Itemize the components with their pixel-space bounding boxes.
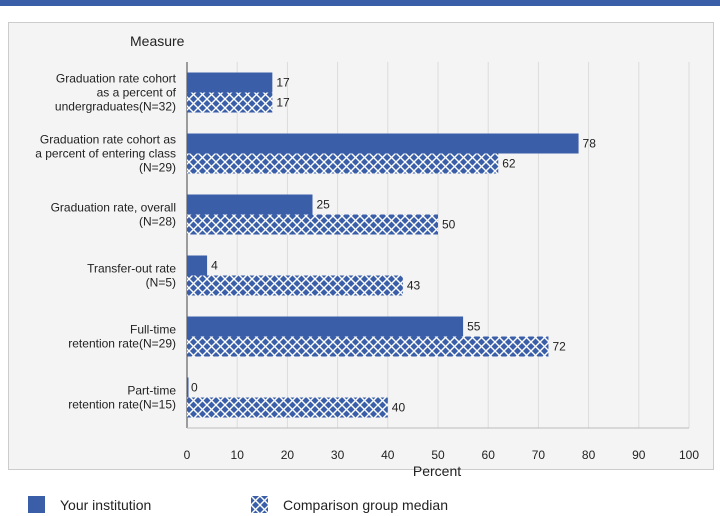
category-label: Transfer-out rate — [87, 262, 176, 276]
data-label: 43 — [407, 279, 421, 293]
data-label: 25 — [317, 198, 331, 212]
category-label: retention rate(N=15) — [68, 398, 176, 412]
x-axis-ticks: 0 10 20 30 40 50 60 70 80 90 100 — [184, 448, 700, 462]
top-accent-rule — [0, 0, 720, 6]
category-label: (N=5) — [146, 276, 176, 290]
category-label: undergraduates(N=32) — [55, 100, 176, 114]
bar — [187, 336, 549, 357]
data-label: 62 — [502, 157, 516, 171]
category-label: Part-time — [127, 384, 176, 398]
data-label: 17 — [276, 76, 290, 90]
bar — [187, 92, 273, 113]
category-label: (N=28) — [139, 215, 176, 229]
category-axis-title: Measure — [130, 33, 185, 49]
x-tick-label: 0 — [184, 448, 191, 462]
bars: 17 17 78 62 25 50 4 43 55 72 0 40 — [187, 72, 597, 418]
bar — [187, 72, 273, 93]
x-tick-label: 30 — [331, 448, 345, 462]
bar — [187, 275, 403, 296]
bar — [187, 397, 388, 418]
category-label: retention rate(N=29) — [68, 337, 176, 351]
bar — [187, 316, 464, 337]
category-label: Graduation rate, overall — [51, 201, 176, 215]
data-label: 0 — [191, 381, 198, 395]
legend-item-comparison-median: Comparison group median — [251, 496, 448, 513]
x-tick-label: 10 — [231, 448, 245, 462]
data-label: 72 — [552, 340, 566, 354]
data-label: 78 — [583, 137, 597, 151]
category-label: Full-time — [130, 323, 176, 337]
x-tick-label: 60 — [482, 448, 496, 462]
legend-label: Your institution — [60, 496, 152, 513]
bar — [187, 255, 208, 276]
category-label: as a percent of — [97, 86, 177, 100]
legend: Your institution Comparison group median — [0, 494, 720, 516]
data-label: 4 — [211, 259, 218, 273]
legend-swatch-solid — [28, 496, 45, 513]
category-label: Graduation rate cohort — [56, 72, 177, 86]
data-label: 17 — [276, 96, 290, 110]
legend-item-your-institution: Your institution — [28, 496, 151, 513]
x-axis-title: Percent — [413, 463, 461, 479]
bar — [187, 377, 189, 398]
data-label: 55 — [467, 320, 481, 334]
bar — [187, 194, 313, 215]
bar — [187, 133, 579, 154]
x-tick-label: 80 — [582, 448, 596, 462]
bar — [187, 153, 499, 174]
gridlines — [186, 62, 690, 429]
x-tick-label: 40 — [381, 448, 395, 462]
data-label: 40 — [392, 401, 406, 415]
data-label: 50 — [442, 218, 456, 232]
legend-label: Comparison group median — [283, 496, 448, 513]
category-label: (N=29) — [139, 161, 176, 175]
x-tick-label: 90 — [632, 448, 646, 462]
x-tick-label: 50 — [431, 448, 445, 462]
category-label: Graduation rate cohort as — [40, 133, 176, 147]
x-tick-label: 20 — [281, 448, 295, 462]
chart-frame — [8, 22, 714, 470]
legend-swatch-crosshatch — [251, 496, 268, 513]
x-tick-label: 70 — [532, 448, 546, 462]
category-label: a percent of entering class — [35, 147, 176, 161]
bar — [187, 214, 438, 235]
x-tick-label: 100 — [679, 448, 699, 462]
chart-canvas: Measure 17 17 78 62 25 50 4 43 55 72 0 40 Graduatio… — [35, 33, 700, 479]
